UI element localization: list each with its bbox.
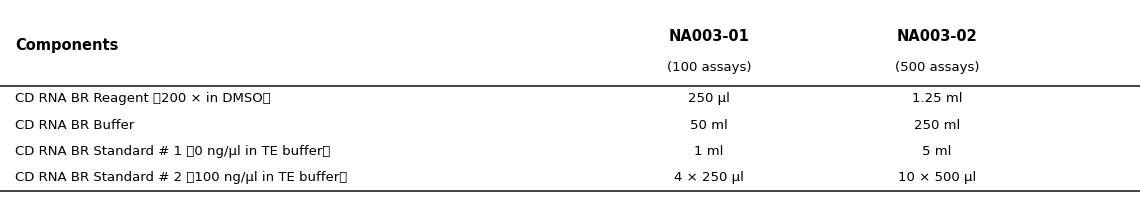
Text: 10 × 500 μl: 10 × 500 μl: [898, 171, 976, 184]
Text: CD RNA BR Reagent （200 × in DMSO）: CD RNA BR Reagent （200 × in DMSO）: [15, 92, 270, 105]
Text: (100 assays): (100 assays): [667, 61, 751, 74]
Text: NA003-01: NA003-01: [669, 29, 749, 44]
Text: 4 × 250 μl: 4 × 250 μl: [674, 171, 744, 184]
Text: NA003-02: NA003-02: [897, 29, 977, 44]
Text: 1.25 ml: 1.25 ml: [912, 92, 962, 105]
Text: CD RNA BR Standard # 2 （100 ng/μl in TE buffer）: CD RNA BR Standard # 2 （100 ng/μl in TE …: [15, 171, 347, 184]
Text: 50 ml: 50 ml: [690, 119, 728, 132]
Text: (500 assays): (500 assays): [895, 61, 979, 74]
Text: 250 μl: 250 μl: [689, 92, 730, 105]
Text: 5 ml: 5 ml: [922, 145, 952, 158]
Text: Components: Components: [15, 38, 119, 53]
Text: 1 ml: 1 ml: [694, 145, 724, 158]
Text: CD RNA BR Standard # 1 （0 ng/μl in TE buffer）: CD RNA BR Standard # 1 （0 ng/μl in TE bu…: [15, 145, 331, 158]
Text: 250 ml: 250 ml: [914, 119, 960, 132]
Text: CD RNA BR Buffer: CD RNA BR Buffer: [15, 119, 135, 132]
